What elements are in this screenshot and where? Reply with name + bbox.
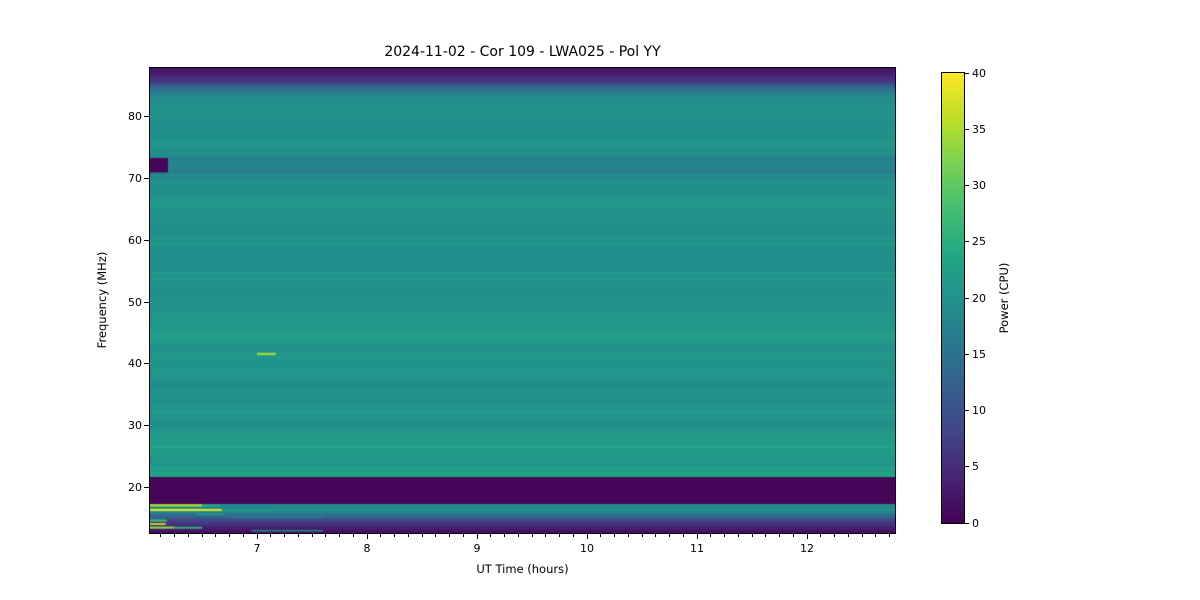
colorbar-tick (965, 297, 969, 299)
x-minor-tick (297, 534, 299, 537)
y-tick-label: 50 (128, 295, 142, 309)
colorbar-tick-label: 40 (972, 66, 986, 80)
colorbar-tick-label: 5 (972, 460, 979, 474)
y-tick-label: 60 (128, 233, 142, 247)
x-major-tick (476, 534, 478, 539)
x-minor-tick (462, 534, 464, 537)
x-minor-tick (572, 534, 574, 537)
x-minor-tick (627, 534, 629, 537)
x-axis-label: UT Time (hours) (476, 562, 569, 576)
x-major-tick (806, 534, 808, 539)
colorbar-tick-label: 35 (972, 122, 986, 136)
colorbar-tick-label: 30 (972, 179, 986, 192)
colorbar-tick (965, 410, 969, 411)
x-minor-tick (600, 534, 602, 537)
colorbar-tick-label: 15 (972, 347, 986, 361)
x-minor-tick (724, 534, 725, 537)
spectrogram-heatmap (150, 68, 895, 533)
x-minor-tick (394, 534, 396, 537)
colorbar-tick-label: 25 (972, 235, 986, 249)
y-tick-label: 30 (128, 419, 142, 433)
x-tick-label: 11 (690, 542, 704, 555)
x-minor-tick (559, 534, 560, 537)
x-minor-tick (641, 534, 643, 537)
colorbar-tick (965, 466, 969, 468)
y-tick-label: 20 (128, 480, 142, 494)
colorbar-tick-label: 0 (972, 516, 979, 530)
x-minor-tick (875, 534, 877, 537)
colorbar-tick (965, 185, 969, 186)
x-minor-tick (710, 534, 712, 537)
x-minor-tick (779, 534, 780, 537)
y-major-tick (144, 486, 149, 488)
x-major-tick (256, 534, 258, 539)
x-major-tick (696, 534, 698, 539)
x-minor-tick (669, 534, 670, 537)
colorbar-tick-label: 10 (972, 404, 986, 417)
y-major-tick (144, 363, 149, 365)
y-major-tick (144, 178, 149, 180)
x-minor-tick (490, 534, 492, 537)
y-major-tick (144, 425, 149, 427)
x-minor-tick (270, 534, 272, 537)
colorbar-tick (965, 241, 969, 243)
x-tick-label: 10 (580, 542, 594, 555)
colorbar-tick (965, 353, 969, 355)
y-major-tick (144, 116, 149, 118)
x-major-tick (366, 534, 368, 539)
x-tick-label: 8 (363, 542, 371, 555)
x-minor-tick (339, 534, 341, 537)
x-minor-tick (737, 534, 739, 537)
x-minor-tick (407, 534, 409, 537)
x-minor-tick (449, 534, 451, 537)
x-minor-tick (421, 534, 423, 537)
x-minor-tick (160, 534, 162, 537)
x-minor-tick (517, 534, 519, 537)
x-minor-tick (325, 534, 327, 537)
x-minor-tick (242, 534, 244, 537)
x-minor-tick (352, 534, 354, 537)
colorbar-label: Power (CPU) (997, 262, 1011, 334)
x-major-tick (586, 534, 588, 539)
x-minor-tick (311, 534, 313, 537)
x-minor-tick (765, 534, 767, 537)
colorbar-tick (965, 522, 969, 524)
x-minor-tick (889, 534, 890, 537)
x-minor-tick (215, 534, 217, 537)
y-tick-label: 70 (128, 172, 142, 186)
x-minor-tick (820, 534, 822, 537)
y-major-tick (144, 301, 149, 303)
y-axis-label: Frequency (MHz) (95, 251, 109, 349)
x-minor-tick (504, 534, 506, 537)
x-minor-tick (187, 534, 189, 537)
x-tick-label: 12 (800, 542, 814, 555)
colorbar-tick-label: 20 (972, 291, 986, 305)
x-minor-tick (174, 534, 176, 537)
x-minor-tick (614, 534, 615, 537)
x-minor-tick (834, 534, 835, 537)
y-major-tick (144, 239, 149, 241)
x-minor-tick (201, 534, 203, 537)
x-minor-tick (792, 534, 794, 537)
x-minor-tick (847, 534, 849, 537)
x-tick-label: 9 (473, 542, 481, 555)
y-tick-label: 80 (128, 110, 142, 124)
x-minor-tick (861, 534, 863, 537)
x-minor-tick (435, 534, 437, 537)
colorbar-tick (965, 128, 969, 130)
x-minor-tick (531, 534, 533, 537)
chart-title: 2024-11-02 - Cor 109 - LWA025 - Pol YY (384, 44, 661, 60)
x-minor-tick (751, 534, 753, 537)
x-minor-tick (655, 534, 657, 537)
colorbar-tick (965, 72, 969, 74)
x-minor-tick (545, 534, 547, 537)
y-tick-label: 40 (128, 357, 142, 371)
x-tick-label: 7 (253, 542, 261, 555)
x-minor-tick (284, 534, 286, 537)
colorbar-gradient (942, 73, 964, 523)
x-minor-tick (682, 534, 684, 537)
x-minor-tick (229, 534, 231, 537)
x-minor-tick (380, 534, 382, 537)
